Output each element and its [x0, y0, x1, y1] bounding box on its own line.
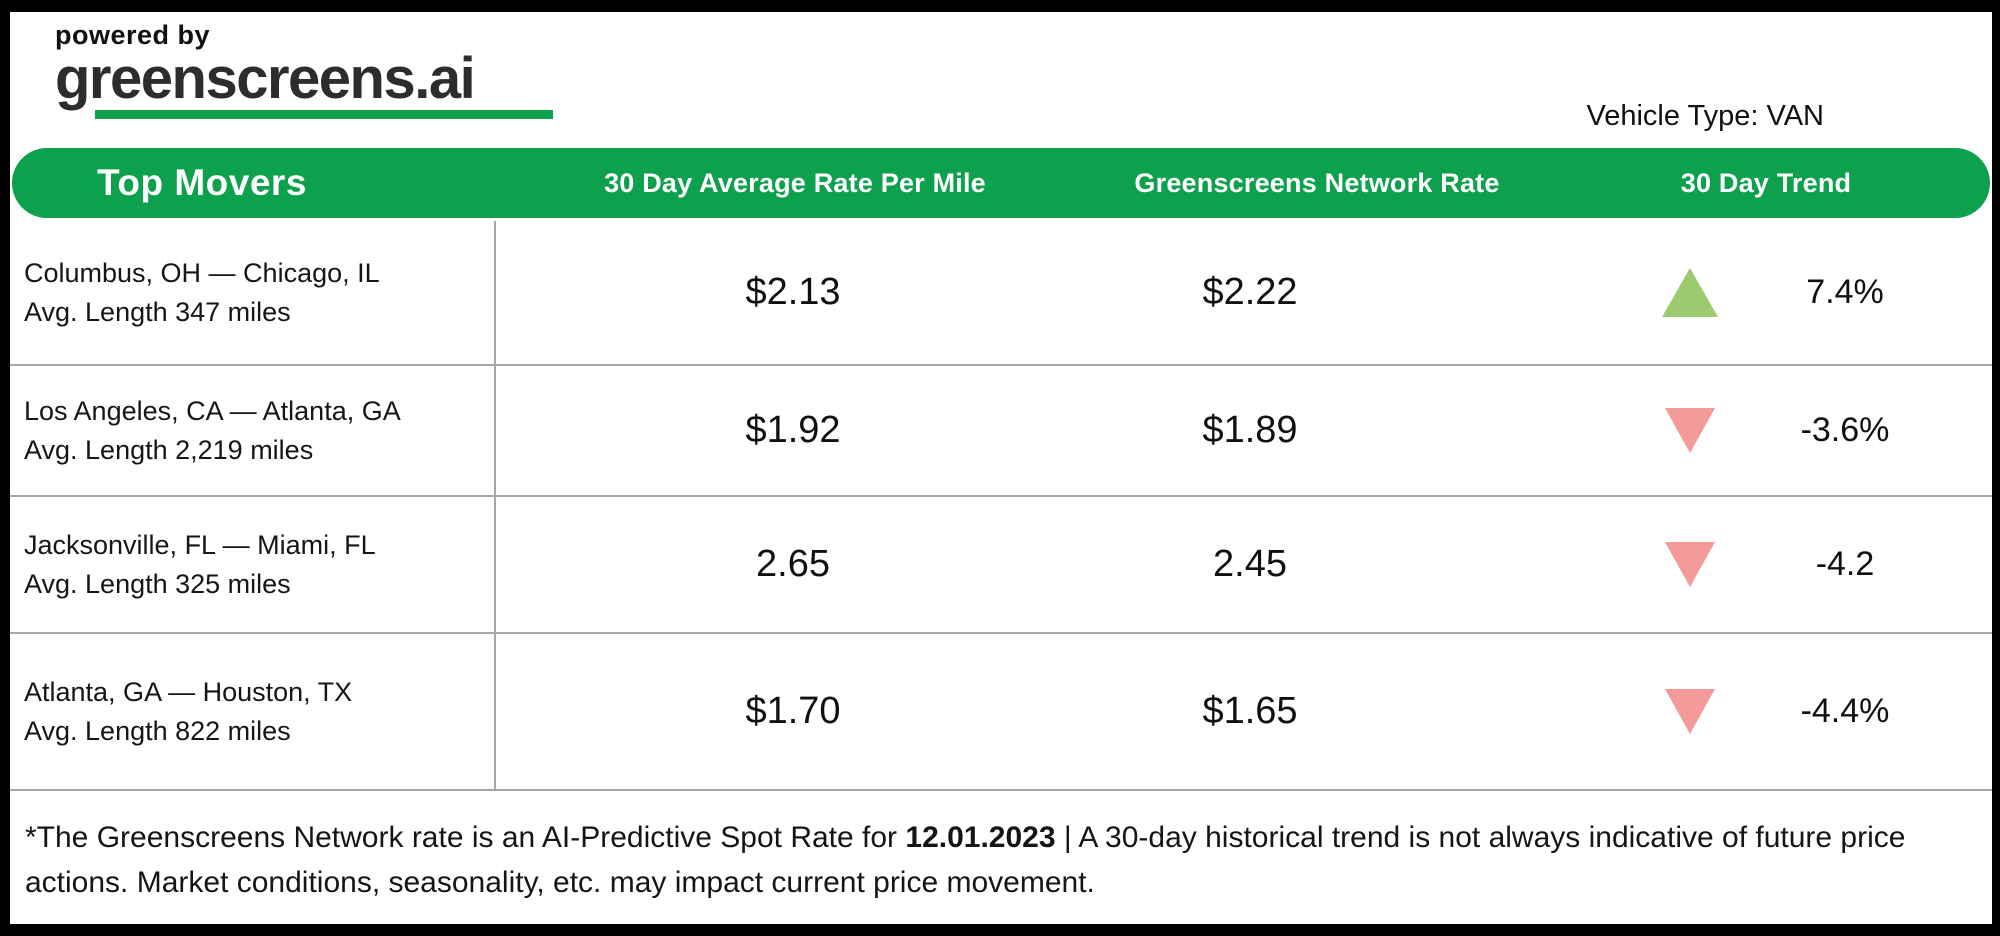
trend-up-icon	[1662, 268, 1718, 317]
avg-rate-value: $1.70	[745, 690, 841, 732]
lane-name: Los Angeles, CA — Atlanta, GA	[24, 396, 401, 427]
trend-cell: 7.4%	[1540, 221, 1992, 364]
trend-percent: -4.4%	[1800, 692, 1890, 730]
lane-name: Atlanta, GA — Houston, TX	[24, 677, 353, 708]
avg-rate-value: 2.65	[756, 543, 830, 585]
trend-icon-slot	[1660, 689, 1720, 734]
table-row: Jacksonville, FL — Miami, FL Avg. Length…	[10, 497, 1992, 634]
footnote-date: 12.01.2023	[905, 821, 1056, 854]
lane-avg-length: Avg. Length 2,219 miles	[24, 434, 314, 465]
network-rate-value: $1.65	[1202, 690, 1298, 732]
trend-down-icon	[1665, 689, 1715, 734]
brand-underline	[95, 110, 553, 120]
network-rate-value: $1.89	[1202, 409, 1298, 451]
trend-icon-slot	[1660, 268, 1720, 317]
lane-cell: Jacksonville, FL — Miami, FL Avg. Length…	[10, 497, 496, 632]
column-header-network-rate: Greenscreens Network Rate	[1134, 167, 1500, 198]
trend-percent: 7.4%	[1806, 273, 1884, 311]
trend-percent: -3.6%	[1800, 411, 1890, 449]
vehicle-type-label: Vehicle Type: VAN	[1586, 100, 1824, 132]
trend-percent: -4.2	[1815, 545, 1875, 583]
brand-wordmark: greenscreens.ai	[55, 46, 476, 111]
avg-rate-value: $2.13	[745, 271, 841, 313]
lane-avg-length: Avg. Length 347 miles	[24, 296, 291, 327]
trend-down-icon	[1665, 408, 1715, 453]
lane-name: Columbus, OH — Chicago, IL	[24, 258, 380, 289]
trend-cell: -3.6%	[1540, 366, 1992, 495]
network-rate-value: 2.45	[1213, 543, 1287, 585]
footnote-prefix: *The Greenscreens Network rate is an AI-…	[25, 821, 906, 854]
network-rate-value: $2.22	[1202, 271, 1298, 313]
column-header-30day-avg-rate: 30 Day Average Rate Per Mile	[604, 167, 986, 198]
lane-name: Jacksonville, FL — Miami, FL	[24, 530, 376, 561]
table-body: Columbus, OH — Chicago, IL Avg. Length 3…	[10, 221, 1992, 791]
lane-cell: Columbus, OH — Chicago, IL Avg. Length 3…	[10, 221, 496, 364]
table-row: Columbus, OH — Chicago, IL Avg. Length 3…	[10, 221, 1992, 366]
trend-cell: -4.2	[1540, 497, 1992, 632]
lane-cell: Los Angeles, CA — Atlanta, GA Avg. Lengt…	[10, 366, 496, 495]
greenscreens-logo: powered by greenscreens.ai	[55, 20, 553, 120]
footnote-suffix: | A 30-day historical trend is not alway…	[25, 821, 1906, 899]
column-header-top-movers: Top Movers	[97, 162, 307, 203]
trend-icon-slot	[1660, 408, 1720, 453]
lane-cell: Atlanta, GA — Houston, TX Avg. Length 82…	[10, 634, 496, 789]
table-header: Top Movers 30 Day Average Rate Per Mile …	[12, 148, 1990, 218]
footnote: *The Greenscreens Network rate is an AI-…	[10, 791, 1985, 905]
trend-icon-slot	[1660, 542, 1720, 587]
lane-avg-length: Avg. Length 822 miles	[24, 715, 291, 746]
lane-avg-length: Avg. Length 325 miles	[24, 568, 291, 599]
column-header-30day-trend: 30 Day Trend	[1680, 167, 1852, 198]
trend-cell: -4.4%	[1540, 634, 1992, 789]
powered-by-text: powered by	[55, 20, 211, 50]
trend-down-icon	[1665, 542, 1715, 587]
table-row: Los Angeles, CA — Atlanta, GA Avg. Lengt…	[10, 366, 1992, 497]
table-row: Atlanta, GA — Houston, TX Avg. Length 82…	[10, 634, 1992, 791]
report-header: powered by greenscreens.ai Vehicle Type:…	[10, 20, 1992, 148]
avg-rate-value: $1.92	[745, 409, 841, 451]
